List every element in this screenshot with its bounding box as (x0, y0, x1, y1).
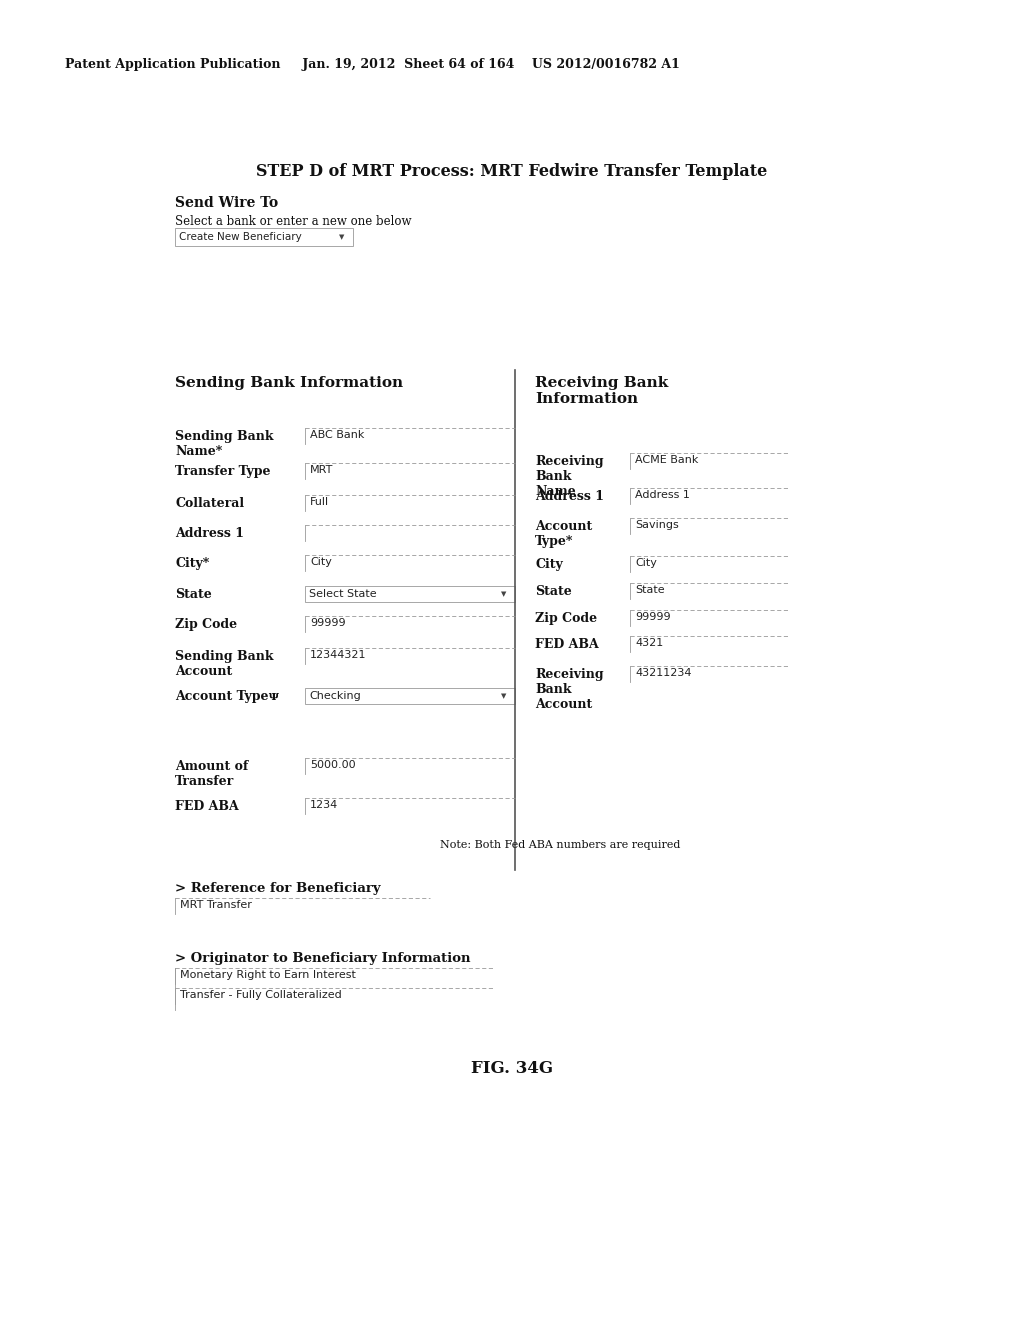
Text: Collateral: Collateral (175, 498, 244, 510)
Text: STEP D of MRT Process: MRT Fedwire Transfer Template: STEP D of MRT Process: MRT Fedwire Trans… (256, 162, 768, 180)
Text: Monetary Right to Earn Interest: Monetary Right to Earn Interest (180, 970, 356, 979)
Text: 1234: 1234 (310, 800, 338, 810)
Text: 5000.00: 5000.00 (310, 760, 355, 770)
Text: > Originator to Beneficiary Information: > Originator to Beneficiary Information (175, 952, 470, 965)
Text: Sending Bank Information: Sending Bank Information (175, 376, 403, 389)
Text: Account Typeᴪ: Account Typeᴪ (175, 690, 280, 704)
Text: City: City (535, 558, 563, 572)
Text: Receiving
Bank
Account: Receiving Bank Account (535, 668, 603, 711)
Text: Send Wire To: Send Wire To (175, 195, 279, 210)
Text: FED ABA: FED ABA (175, 800, 239, 813)
Text: 99999: 99999 (635, 612, 671, 622)
Text: Note: Both Fed ABA numbers are required: Note: Both Fed ABA numbers are required (440, 840, 680, 850)
Text: Account
Type*: Account Type* (535, 520, 592, 548)
Text: Receiving Bank
Information: Receiving Bank Information (535, 376, 669, 407)
Text: City*: City* (175, 557, 209, 570)
Text: Address 1: Address 1 (635, 490, 690, 500)
Text: MRT: MRT (310, 465, 334, 475)
Bar (305, 688, 515, 704)
Text: MRT Transfer: MRT Transfer (180, 900, 252, 909)
Text: Sending Bank
Name*: Sending Bank Name* (175, 430, 273, 458)
Text: State: State (175, 587, 212, 601)
Text: 4321: 4321 (635, 638, 664, 648)
Text: > Reference for Beneficiary: > Reference for Beneficiary (175, 882, 381, 895)
Text: 12344321: 12344321 (310, 649, 367, 660)
Text: Patent Application Publication     Jan. 19, 2012  Sheet 64 of 164    US 2012/001: Patent Application Publication Jan. 19, … (65, 58, 680, 71)
Text: City: City (635, 558, 656, 568)
Text: Zip Code: Zip Code (175, 618, 238, 631)
Text: Address 1: Address 1 (535, 490, 604, 503)
Text: State: State (635, 585, 665, 595)
Text: Sending Bank
Account: Sending Bank Account (175, 649, 273, 678)
Text: ▼: ▼ (339, 234, 344, 240)
Text: Checking: Checking (309, 690, 360, 701)
Text: ACME Bank: ACME Bank (635, 455, 698, 465)
Text: ▼: ▼ (501, 591, 507, 597)
Text: Zip Code: Zip Code (535, 612, 597, 624)
Text: 43211234: 43211234 (635, 668, 691, 678)
Text: State: State (535, 585, 571, 598)
Text: City: City (310, 557, 332, 568)
Bar (305, 586, 515, 602)
Text: Savings: Savings (635, 520, 679, 531)
Text: Address 1: Address 1 (175, 527, 244, 540)
Text: Full: Full (310, 498, 329, 507)
Text: ABC Bank: ABC Bank (310, 430, 365, 440)
Text: Create New Beneficiary: Create New Beneficiary (179, 232, 302, 242)
Text: Amount of
Transfer: Amount of Transfer (175, 760, 248, 788)
Text: Select State: Select State (309, 589, 377, 599)
Text: Transfer - Fully Collateralized: Transfer - Fully Collateralized (180, 990, 342, 1001)
Text: Select a bank or enter a new one below: Select a bank or enter a new one below (175, 215, 412, 228)
Text: Receiving
Bank
Name: Receiving Bank Name (535, 455, 603, 498)
Text: FED ABA: FED ABA (535, 638, 599, 651)
Bar (175, 228, 353, 246)
Text: Transfer Type: Transfer Type (175, 465, 270, 478)
Text: FIG. 34G: FIG. 34G (471, 1060, 553, 1077)
Text: ▼: ▼ (501, 693, 507, 700)
Text: 99999: 99999 (310, 618, 346, 628)
